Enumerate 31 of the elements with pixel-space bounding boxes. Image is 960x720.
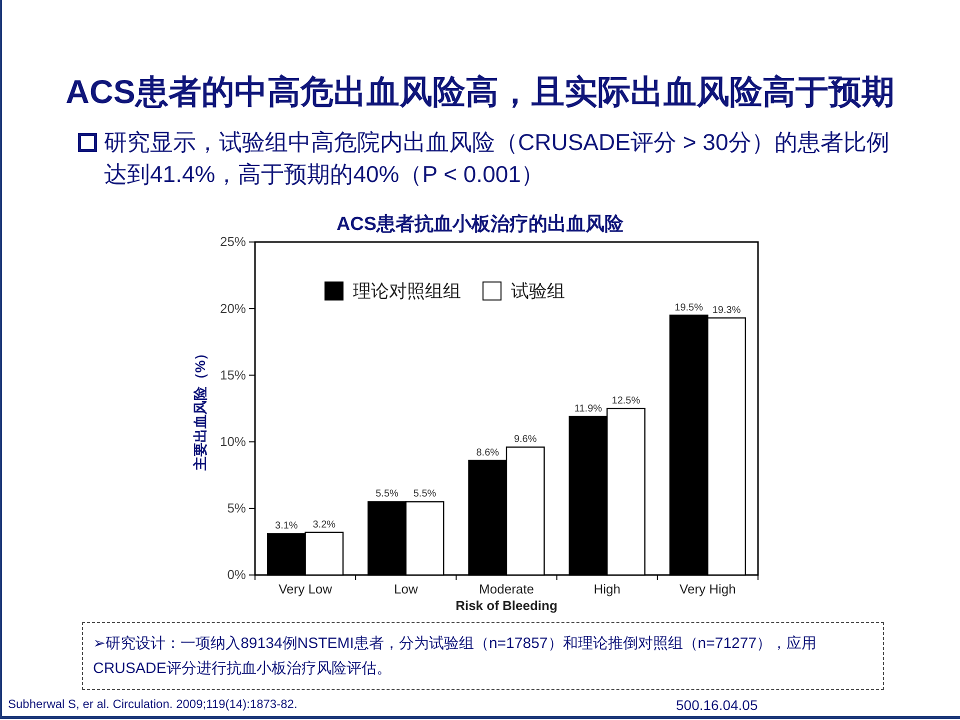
data-label: 5.5% xyxy=(376,488,399,500)
text: 研究显示，试验组中高危院内出血风险（CRUSADE评分 > 30分）的患者比例达到41.4%，高于预期的40%（P < 0.001） xyxy=(104,128,890,189)
y-tick-label: 5% xyxy=(227,500,246,516)
data-label: 11.9% xyxy=(574,403,602,414)
data-label: 12.5% xyxy=(612,396,640,406)
x-tick-label: Very Low xyxy=(278,582,333,597)
y-tick-label: 15% xyxy=(220,367,246,382)
x-axis-title: Risk of Bleeding xyxy=(456,598,558,613)
x-tick-label: Low xyxy=(394,582,418,597)
x-tick-label: High xyxy=(594,582,620,597)
data-label: 3.1% xyxy=(275,520,298,532)
y-tick-label: 10% xyxy=(220,434,246,449)
legend-label: 理论对照组组 xyxy=(353,281,461,301)
x-tick-label: Moderate xyxy=(479,582,534,597)
text: 500.16.04.05 xyxy=(676,697,758,713)
y-tick-label: 25% xyxy=(220,234,246,250)
y-tick-label: 0% xyxy=(227,567,246,582)
y-tick-label: 20% xyxy=(220,300,246,316)
legend-label: 试验组 xyxy=(511,281,565,301)
y-axis-title: 主要出血风险（%） xyxy=(192,346,208,472)
chart-title: ACS患者的中高危出血风险高，且实际出血风险高于预期 xyxy=(64,72,896,112)
text: Subherwal S, er al. Circulation. 2009;119(14):1873-82. xyxy=(8,697,298,711)
data-label: 3.2% xyxy=(312,519,336,530)
data-label: 9.6% xyxy=(514,434,537,446)
x-tick-label: Very High xyxy=(680,582,736,597)
data-label: 19.3% xyxy=(712,304,741,316)
data-label: 5.5% xyxy=(413,488,436,500)
text: ➢研究设计：一项纳入89134例NSTEMI患者，分为试验组（n=17857）和理论推倒对照组（n=71277），应用CRUSADE评分进行抗血小板治疗风险评估。 xyxy=(82,622,884,690)
chart-subtitle: ACS患者抗血小板治疗的出血风险 xyxy=(336,213,625,235)
data-label: 8.6% xyxy=(476,447,500,458)
data-label: 19.5% xyxy=(674,302,704,314)
